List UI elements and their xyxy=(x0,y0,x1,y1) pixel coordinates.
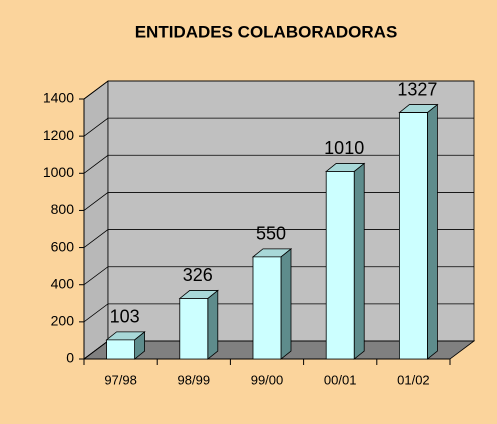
bar-side xyxy=(353,162,365,360)
y-tick-label: 200 xyxy=(51,313,75,329)
chart-title: ENTIDADES COLABORADORAS xyxy=(135,22,398,41)
bar-face xyxy=(398,112,428,360)
bar-side xyxy=(207,289,219,360)
y-tick-label: 1400 xyxy=(43,90,74,106)
grid-line xyxy=(83,117,474,137)
bar xyxy=(398,103,439,360)
bar-face xyxy=(325,171,355,360)
bar-face xyxy=(179,298,209,360)
bar xyxy=(105,331,146,360)
grid-line xyxy=(83,80,474,100)
y-tick-label: 1000 xyxy=(43,164,74,180)
bar-side xyxy=(280,248,292,360)
bar-side xyxy=(426,103,438,360)
left-wall xyxy=(83,80,109,360)
bar xyxy=(178,289,219,360)
value-label: 1010 xyxy=(324,138,364,158)
x-tick-label: 98/99 xyxy=(178,372,211,387)
y-tick-label: 800 xyxy=(51,201,75,217)
bar xyxy=(251,248,293,360)
value-label: 550 xyxy=(256,224,286,244)
bar-face xyxy=(106,339,136,360)
bar xyxy=(325,162,366,360)
value-label: 326 xyxy=(183,265,213,285)
x-tick-label: 01/02 xyxy=(397,372,430,387)
value-label: 103 xyxy=(110,307,140,327)
value-label: 1327 xyxy=(397,79,437,99)
y-tick-label: 600 xyxy=(51,238,75,254)
x-tick-label: 99/00 xyxy=(251,372,284,387)
y-tick-label: 0 xyxy=(66,350,74,366)
grid-line xyxy=(83,154,474,174)
y-tick-label: 400 xyxy=(51,275,75,291)
x-tick-label: 97/98 xyxy=(104,372,137,387)
bar-face xyxy=(252,256,282,360)
y-tick-label: 1200 xyxy=(43,127,74,143)
x-tick-label: 00/01 xyxy=(324,372,357,387)
